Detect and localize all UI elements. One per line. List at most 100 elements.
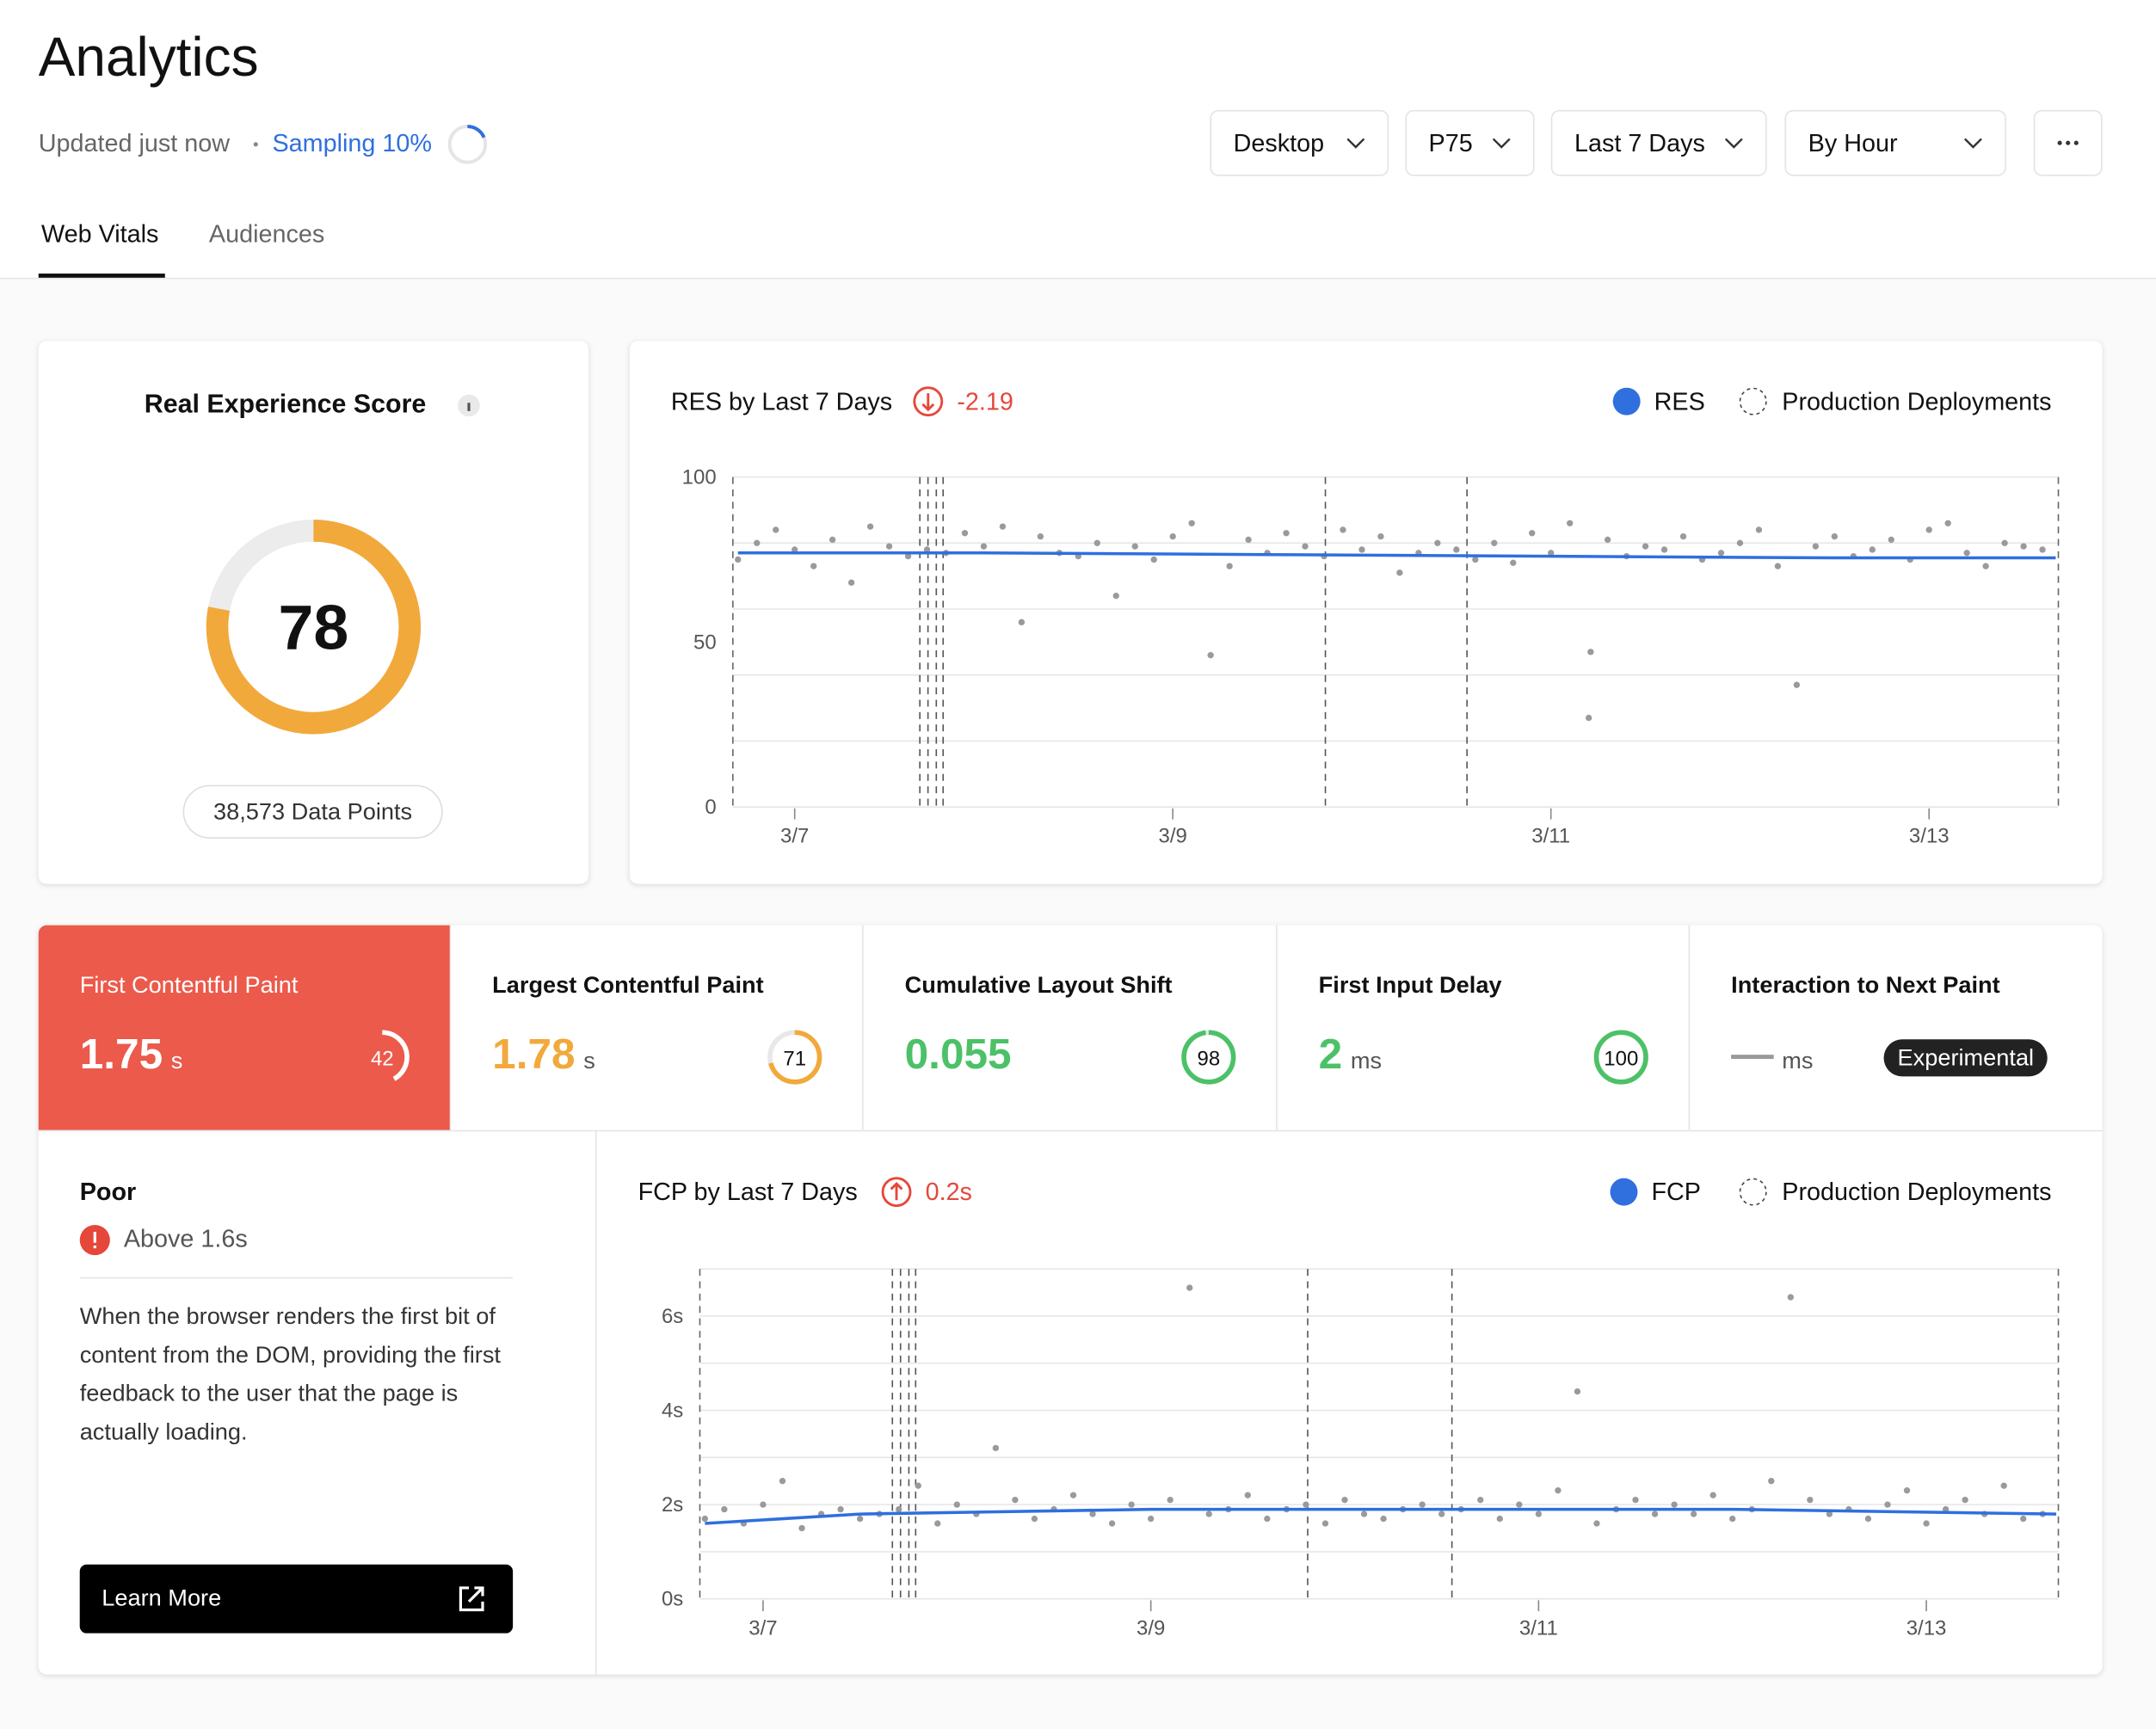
- data-point: [1396, 569, 1403, 576]
- data-point: [1453, 546, 1460, 553]
- data-point: [1587, 649, 1594, 655]
- dropdown-label: Desktop: [1233, 129, 1325, 157]
- metric-unit: s: [170, 1047, 183, 1074]
- data-point: [1377, 532, 1384, 540]
- data-point: [1864, 1515, 1872, 1523]
- data-point: [1031, 1515, 1038, 1523]
- device-dropdown[interactable]: Desktop: [1210, 109, 1389, 176]
- spinner-arc: [467, 125, 486, 138]
- sampling-link[interactable]: Sampling 10%: [272, 129, 432, 157]
- metric-tab[interactable]: Interaction to Next Paint — ms Experiment…: [1690, 926, 2102, 1130]
- data-point: [1869, 546, 1876, 553]
- data-point: [1884, 1501, 1891, 1508]
- x-tick-label: 3/13: [1909, 825, 1950, 848]
- metric-tab-active[interactable]: First Contentful Paint 1.75 s: [38, 925, 452, 1130]
- metric-value: 1.75: [79, 1030, 163, 1078]
- metric-value: 2: [1318, 1030, 1343, 1078]
- data-point: [1963, 550, 1970, 557]
- data-point: [1018, 618, 1026, 626]
- data-point: [1903, 1487, 1911, 1494]
- data-point: [1321, 1520, 1329, 1527]
- data-point: [915, 1482, 921, 1489]
- metric-tab[interactable]: Largest Contentful Paint 1.78 s: [451, 925, 864, 1130]
- data-point: [1093, 539, 1100, 546]
- change-value: 0.2s: [926, 1178, 972, 1206]
- res-chart-card: [629, 341, 2103, 884]
- data-point: [1012, 1496, 1019, 1504]
- legend-swatch: [1739, 1178, 1767, 1206]
- data-point: [1128, 1501, 1135, 1508]
- data-point: [2039, 546, 2046, 553]
- data-point: [1812, 543, 1820, 550]
- data-point: [701, 1515, 709, 1523]
- data-point: [1660, 546, 1668, 553]
- data-point: [1925, 526, 1932, 533]
- data-point: [1186, 1284, 1193, 1291]
- legend-swatch: [1610, 1178, 1638, 1206]
- x-tick-label: 3/9: [1137, 1616, 1165, 1640]
- metric-unit: s: [583, 1047, 595, 1074]
- data-point: [773, 526, 779, 533]
- data-point: [1604, 536, 1611, 544]
- data-point: [1651, 1511, 1659, 1517]
- data-point: [1167, 1496, 1173, 1504]
- data-point: [1793, 681, 1801, 688]
- data-point: [1585, 714, 1592, 722]
- score-label: 100: [1604, 1048, 1638, 1071]
- threshold: Above 1.6s: [123, 1225, 248, 1252]
- data-point: [1787, 1294, 1794, 1301]
- dropdown-label: Last 7 Days: [1574, 129, 1705, 157]
- data-point: [1360, 1511, 1368, 1517]
- y-tick-label: 4s: [662, 1400, 683, 1423]
- data-point: [1358, 546, 1365, 553]
- button-label: Learn More: [102, 1584, 222, 1612]
- divider: [79, 1277, 514, 1279]
- data-point: [1516, 1501, 1523, 1508]
- data-point: [992, 1444, 1000, 1452]
- score-card: Real Experience Score 38,573 Data Points: [38, 341, 589, 884]
- separator-dot: [253, 142, 258, 147]
- x-tick-label: 3/7: [780, 825, 809, 848]
- legend-swatch: [1612, 387, 1641, 415]
- data-point: [1944, 520, 1951, 526]
- metrics-card: First Contentful Paint 1.75 s Largest Con…: [38, 925, 2103, 1675]
- data-point: [1831, 532, 1839, 540]
- y-tick-label: 0s: [662, 1588, 683, 1611]
- learn-more-button[interactable]: Learn More: [79, 1564, 514, 1634]
- metric-name: First Contentful Paint: [79, 971, 299, 999]
- data-point: [961, 530, 969, 537]
- data-point: [1555, 1487, 1562, 1494]
- metric-tab[interactable]: First Input Delay 2 ms: [1278, 925, 1691, 1130]
- data-point: [1438, 1511, 1445, 1517]
- legend-label: Production Deployments: [1782, 388, 2051, 415]
- score-ring: [1593, 1030, 1648, 1085]
- score-label: 42: [371, 1048, 394, 1071]
- legend-label: Production Deployments: [1782, 1178, 2051, 1206]
- data-point: [1690, 1511, 1697, 1517]
- granularity-dropdown[interactable]: By Hour: [1784, 109, 2006, 176]
- change-icon: [913, 386, 944, 417]
- metric-name: Interaction to Next Paint: [1731, 971, 2000, 999]
- chevron: [1346, 138, 1365, 149]
- divider: [38, 1129, 2103, 1132]
- data-point: [1642, 543, 1649, 550]
- trend-line: [737, 551, 2056, 560]
- data-point: [2001, 539, 2008, 546]
- data-point: [721, 1505, 728, 1513]
- data-point: [735, 556, 742, 563]
- metric-tab[interactable]: Cumulative Layout Shift 0.055: [864, 925, 1278, 1130]
- percentile-dropdown[interactable]: P75: [1405, 109, 1535, 176]
- chevron: [1963, 138, 1982, 149]
- y-tick-label: 0: [705, 796, 716, 819]
- data-point: [810, 563, 817, 569]
- tab[interactable]: Audiences: [208, 219, 325, 248]
- tab-active[interactable]: Web Vitals: [40, 219, 159, 248]
- data-point: [1226, 563, 1233, 569]
- y-tick-label: 2s: [662, 1493, 683, 1517]
- data-point: [1207, 652, 1214, 659]
- range-dropdown[interactable]: Last 7 Days: [1550, 109, 1767, 176]
- data-point: [1491, 539, 1498, 546]
- data-point: [1419, 1501, 1426, 1508]
- more-button[interactable]: [2033, 109, 2103, 176]
